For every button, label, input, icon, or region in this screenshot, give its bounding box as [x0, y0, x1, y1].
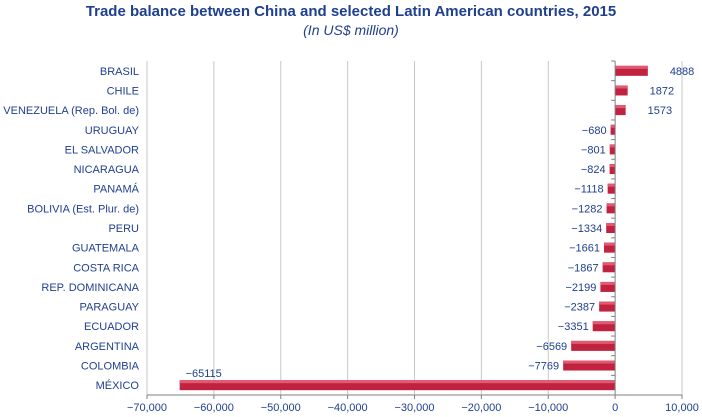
bar-highlight	[592, 321, 616, 325]
bar-highlight	[615, 65, 648, 69]
category-label: NICARAGUA	[74, 164, 140, 176]
bar	[609, 144, 616, 155]
x-tick-label: −20,000	[461, 402, 501, 414]
bar-highlight	[571, 340, 616, 344]
category-label: EL SALVADOR	[65, 144, 139, 156]
data-label: −824	[581, 164, 606, 176]
category-label: URUGUAY	[85, 125, 140, 137]
axes: −70,000 −60,000 −50,000 −40,000 −30,000 −20,0…	[127, 60, 699, 414]
data-label: −2387	[564, 302, 595, 314]
bar-highlight	[606, 203, 616, 207]
bar	[610, 124, 616, 135]
bar-highlight	[609, 164, 616, 168]
x-tick-label: −30,000	[394, 402, 434, 414]
bar	[606, 203, 616, 214]
category-label: COLOMBIA	[81, 361, 140, 373]
bar	[599, 301, 616, 312]
category-label: COSTA RICA	[73, 262, 139, 274]
bar	[571, 340, 616, 351]
bar	[615, 85, 628, 96]
data-label: −1334	[571, 223, 602, 235]
bar	[602, 262, 616, 273]
labels: BRASIL 4888 CHILE 1872 VENEZUELA (Rep. Bol. …	[3, 66, 694, 392]
bar	[607, 183, 616, 194]
category-label: BOLIVIA (Est. Plur. de)	[27, 203, 139, 215]
x-tick-label: 10,000	[665, 402, 699, 414]
data-label: −6569	[536, 341, 567, 353]
chart-subtitle: (In US$ million)	[303, 22, 399, 38]
x-tick-label: −60,000	[194, 402, 234, 414]
bar-highlight	[610, 124, 616, 128]
x-tick-label: −70,000	[127, 402, 167, 414]
bars	[179, 65, 648, 391]
category-label: PERU	[108, 223, 139, 235]
bar	[615, 105, 626, 116]
bar-highlight	[563, 360, 616, 364]
bar	[563, 360, 616, 371]
chart-title: Trade balance between China and selected…	[85, 3, 617, 20]
x-tick-label: 0	[612, 402, 618, 414]
bar-highlight	[606, 223, 616, 226]
category-label: GUATEMALA	[72, 243, 140, 255]
x-tick-label: −50,000	[261, 402, 301, 414]
data-label: −65115	[186, 368, 222, 380]
data-label: −1867	[568, 262, 599, 274]
category-label: ARGENTINA	[75, 341, 140, 353]
bar	[609, 164, 616, 175]
data-label: 1872	[650, 85, 674, 97]
data-label: −801	[581, 144, 606, 156]
data-label: −680	[582, 125, 607, 137]
bar-highlight	[179, 380, 616, 384]
bar-highlight	[602, 262, 616, 266]
category-label: PANAMÁ	[93, 183, 139, 196]
bar	[592, 321, 616, 332]
bar-highlight	[600, 281, 616, 285]
category-label: VENEZUELA (Rep. Bol. de)	[3, 105, 139, 117]
bar-highlight	[609, 144, 616, 148]
x-tick-label: −40,000	[328, 402, 368, 414]
bar	[606, 223, 616, 233]
data-label: −3351	[558, 321, 589, 333]
bar-highlight	[615, 85, 628, 89]
category-label: PARAGUAY	[80, 302, 140, 314]
data-label: −1282	[572, 203, 603, 215]
x-tick-label: −10,000	[528, 402, 568, 414]
bar	[600, 281, 616, 292]
bar-highlight	[599, 301, 616, 305]
data-label: −7769	[528, 361, 559, 373]
bar-highlight	[615, 105, 626, 109]
bar	[615, 65, 648, 76]
bar	[179, 380, 616, 391]
data-label: 1573	[648, 105, 672, 117]
category-label: ECUADOR	[84, 321, 139, 333]
bar-highlight	[607, 183, 616, 187]
bar	[604, 242, 616, 253]
data-label: −1118	[574, 184, 603, 196]
grid-lines	[146, 61, 683, 395]
category-label: MÉXICO	[96, 379, 140, 392]
data-label: −1661	[569, 243, 600, 255]
category-label: CHILE	[107, 85, 139, 97]
data-label: −2199	[566, 282, 597, 294]
category-label: BRASIL	[100, 66, 139, 78]
bar-highlight	[604, 242, 616, 246]
category-label: REP. DOMINICANA	[41, 282, 139, 294]
data-label: 4888	[670, 66, 694, 78]
